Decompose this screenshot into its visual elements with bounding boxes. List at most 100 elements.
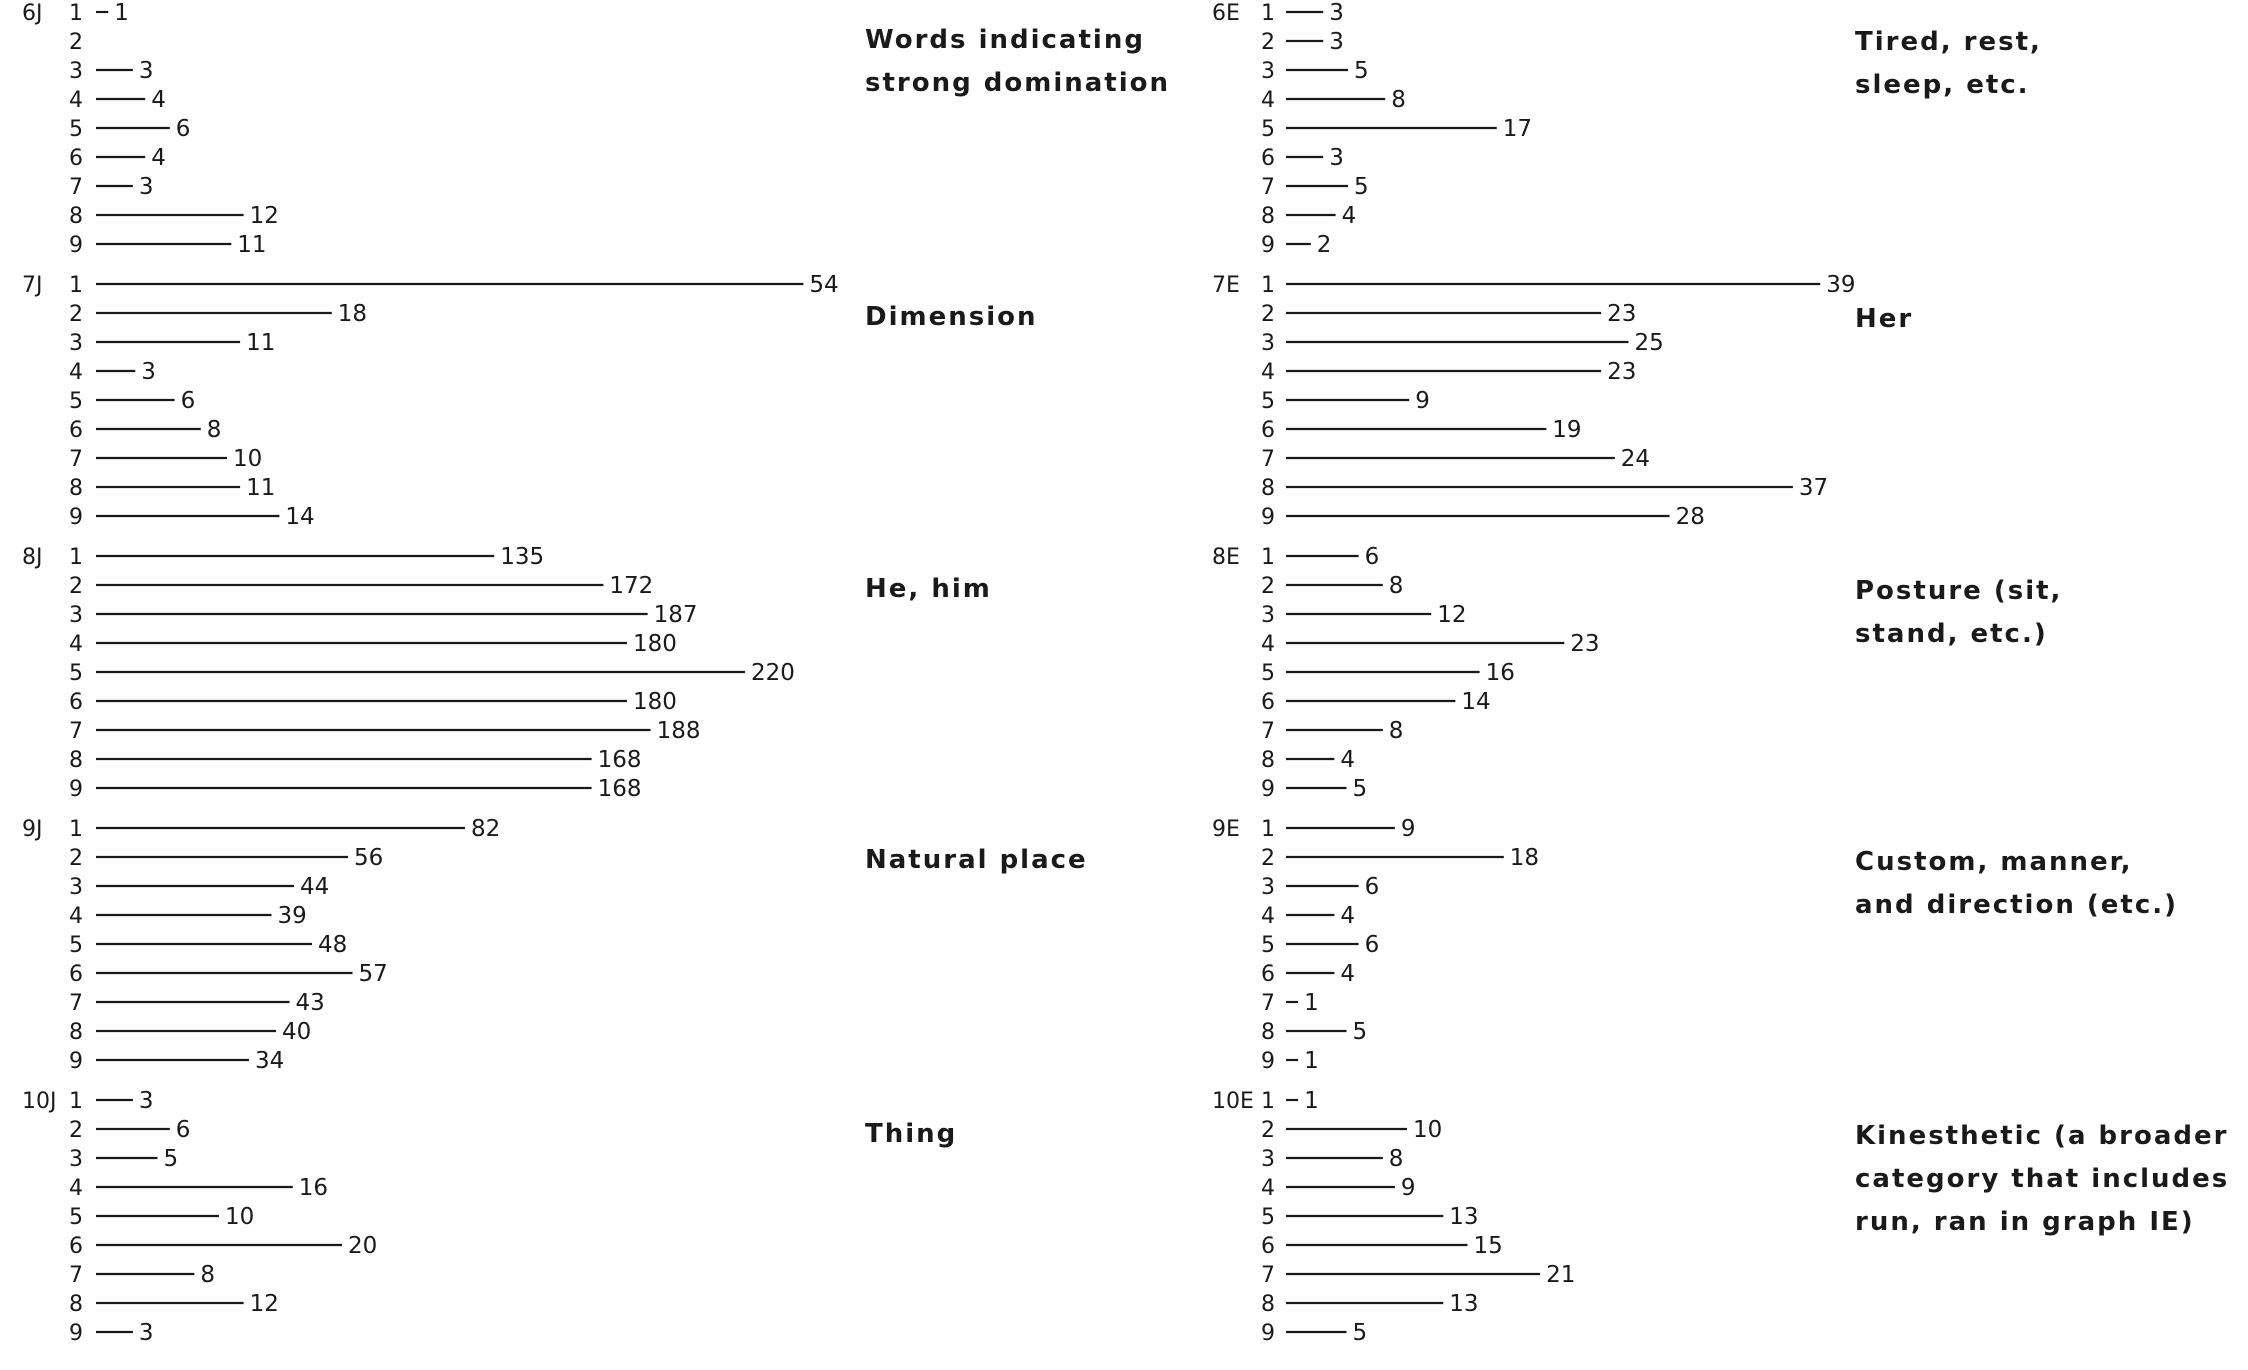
group-id-7J: 7J bbox=[22, 273, 43, 298]
value-label-10J-5: 10 bbox=[225, 1204, 254, 1230]
value-label-6J-7: 3 bbox=[139, 174, 154, 200]
row-label-8E-3: 3 bbox=[1261, 603, 1275, 628]
row-label-6E-6: 6 bbox=[1261, 146, 1275, 171]
row-label-8E-8: 8 bbox=[1261, 748, 1275, 773]
value-label-8J-1: 135 bbox=[500, 544, 544, 570]
value-label-8J-8: 168 bbox=[598, 747, 642, 773]
value-label-10E-5: 13 bbox=[1449, 1204, 1478, 1230]
row-label-6J-1: 1 bbox=[69, 1, 83, 26]
value-label-8E-8: 4 bbox=[1340, 747, 1355, 773]
group-id-8E: 8E bbox=[1212, 545, 1240, 570]
row-label-9E-2: 2 bbox=[1261, 846, 1275, 871]
row-label-7E-3: 3 bbox=[1261, 331, 1275, 356]
row-label-8J-9: 9 bbox=[69, 777, 83, 802]
row-label-6E-4: 4 bbox=[1261, 88, 1275, 113]
value-label-6E-4: 8 bbox=[1391, 87, 1406, 113]
row-label-10J-1: 1 bbox=[69, 1089, 83, 1114]
value-label-6J-5: 6 bbox=[176, 116, 191, 142]
row-label-10E-5: 5 bbox=[1261, 1205, 1275, 1230]
row-label-8E-7: 7 bbox=[1261, 719, 1275, 744]
value-label-7E-3: 25 bbox=[1635, 330, 1664, 356]
row-label-10E-7: 7 bbox=[1261, 1263, 1275, 1288]
description-8E-2: stand, etc.) bbox=[1855, 619, 2048, 649]
row-label-8E-4: 4 bbox=[1261, 632, 1275, 657]
group-id-10J: 10J bbox=[22, 1089, 56, 1114]
value-label-10E-1: 1 bbox=[1304, 1088, 1319, 1114]
description-9E-2: and direction (etc.) bbox=[1855, 890, 2178, 920]
description-9E-1: Custom, manner, bbox=[1855, 847, 2133, 877]
value-label-7J-5: 6 bbox=[181, 388, 196, 414]
row-label-7E-2: 2 bbox=[1261, 302, 1275, 327]
value-label-7J-3: 11 bbox=[246, 330, 275, 356]
value-label-6J-1: 1 bbox=[114, 0, 129, 26]
value-label-9J-5: 48 bbox=[318, 932, 347, 958]
value-label-9E-9: 1 bbox=[1304, 1048, 1319, 1074]
value-label-8E-9: 5 bbox=[1353, 776, 1368, 802]
row-label-8E-6: 6 bbox=[1261, 690, 1275, 715]
row-label-7E-1: 1 bbox=[1261, 273, 1275, 298]
row-label-6J-2: 2 bbox=[69, 30, 83, 55]
row-label-6E-1: 1 bbox=[1261, 1, 1275, 26]
value-label-9J-8: 40 bbox=[282, 1019, 311, 1045]
row-label-7J-5: 5 bbox=[69, 389, 83, 414]
value-label-6J-3: 3 bbox=[139, 58, 154, 84]
value-label-7E-9: 28 bbox=[1676, 504, 1705, 530]
description-8J-1: He, him bbox=[865, 574, 992, 604]
row-label-8J-5: 5 bbox=[69, 661, 83, 686]
row-label-10J-3: 3 bbox=[69, 1147, 83, 1172]
group-id-6J: 6J bbox=[22, 1, 43, 26]
row-label-8E-2: 2 bbox=[1261, 574, 1275, 599]
row-label-7E-5: 5 bbox=[1261, 389, 1275, 414]
row-label-9E-9: 9 bbox=[1261, 1049, 1275, 1074]
row-label-8J-8: 8 bbox=[69, 748, 83, 773]
row-label-8J-3: 3 bbox=[69, 603, 83, 628]
row-label-8J-2: 2 bbox=[69, 574, 83, 599]
row-label-10J-4: 4 bbox=[69, 1176, 83, 1201]
group-id-10E: 10E bbox=[1212, 1089, 1254, 1114]
row-label-9J-3: 3 bbox=[69, 875, 83, 900]
row-label-7E-9: 9 bbox=[1261, 505, 1275, 530]
value-label-8J-2: 172 bbox=[609, 573, 653, 599]
value-label-8E-1: 6 bbox=[1365, 544, 1380, 570]
row-label-6E-5: 5 bbox=[1261, 117, 1275, 142]
row-label-6J-3: 3 bbox=[69, 59, 83, 84]
value-label-8E-2: 8 bbox=[1389, 573, 1404, 599]
description-6E-2: sleep, etc. bbox=[1855, 70, 2030, 100]
value-label-9E-4: 4 bbox=[1340, 903, 1355, 929]
row-label-6J-6: 6 bbox=[69, 146, 83, 171]
group-id-8J: 8J bbox=[22, 545, 43, 570]
value-label-10E-7: 21 bbox=[1546, 1262, 1575, 1288]
value-label-9E-7: 1 bbox=[1304, 990, 1319, 1016]
value-label-8J-7: 188 bbox=[657, 718, 701, 744]
value-label-8J-9: 168 bbox=[598, 776, 642, 802]
value-label-7J-6: 8 bbox=[207, 417, 222, 443]
row-label-10J-2: 2 bbox=[69, 1118, 83, 1143]
row-label-7J-8: 8 bbox=[69, 476, 83, 501]
description-6E-1: Tired, rest, bbox=[1855, 27, 2042, 57]
description-6J-2: strong domination bbox=[865, 68, 1170, 98]
row-label-10E-3: 3 bbox=[1261, 1147, 1275, 1172]
row-label-6E-2: 2 bbox=[1261, 30, 1275, 55]
value-label-7E-6: 19 bbox=[1552, 417, 1581, 443]
description-7J-1: Dimension bbox=[865, 302, 1038, 332]
value-label-9J-6: 57 bbox=[359, 961, 388, 987]
row-label-7J-4: 4 bbox=[69, 360, 83, 385]
row-label-7E-6: 6 bbox=[1261, 418, 1275, 443]
group-id-6E: 6E bbox=[1212, 1, 1240, 26]
value-label-7E-8: 37 bbox=[1799, 475, 1828, 501]
row-label-6J-9: 9 bbox=[69, 233, 83, 258]
row-label-10E-8: 8 bbox=[1261, 1292, 1275, 1317]
value-label-8J-4: 180 bbox=[633, 631, 677, 657]
value-label-7J-2: 18 bbox=[338, 301, 367, 327]
row-label-8E-1: 1 bbox=[1261, 545, 1275, 570]
value-label-9J-1: 82 bbox=[471, 816, 500, 842]
row-label-9E-1: 1 bbox=[1261, 817, 1275, 842]
row-label-7J-3: 3 bbox=[69, 331, 83, 356]
description-8E-1: Posture (sit, bbox=[1855, 576, 2062, 606]
description-10E-1: Kinesthetic (a broader bbox=[1855, 1121, 2228, 1151]
row-label-10J-6: 6 bbox=[69, 1234, 83, 1259]
value-label-7E-2: 23 bbox=[1607, 301, 1636, 327]
value-label-8E-3: 12 bbox=[1437, 602, 1466, 628]
value-label-10J-2: 6 bbox=[176, 1117, 191, 1143]
